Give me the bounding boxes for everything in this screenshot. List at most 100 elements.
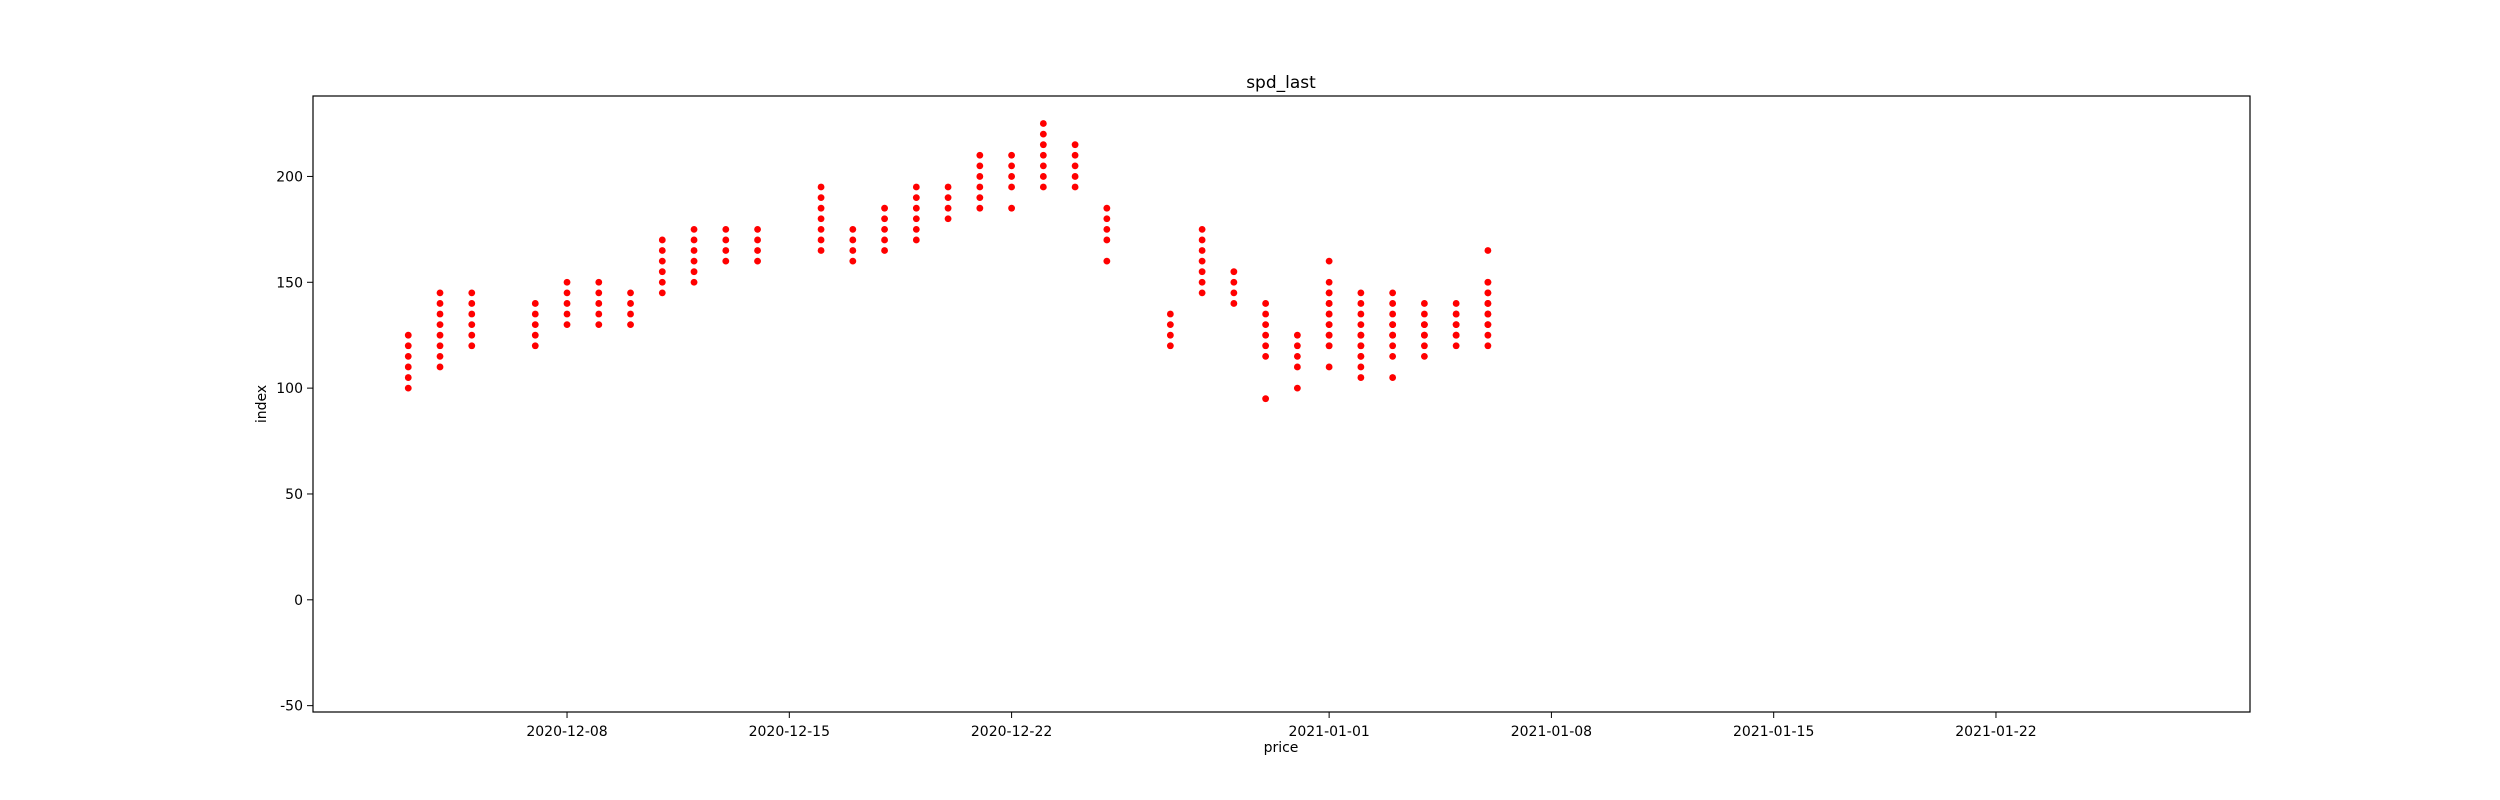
- data-point: [1198, 247, 1206, 254]
- data-point: [881, 225, 888, 233]
- data-point: [531, 321, 539, 329]
- data-point: [658, 289, 666, 297]
- x-axis-label: price: [1264, 740, 1299, 756]
- data-point: [1198, 236, 1206, 244]
- data-point: [976, 151, 984, 159]
- data-point: [1389, 310, 1397, 318]
- data-point: [1484, 278, 1492, 286]
- data-point: [1262, 321, 1270, 329]
- x-axis: 2020-12-08 2020-12-15 2020-12-22 2021-01-01…: [526, 712, 2037, 740]
- data-point: [1262, 300, 1270, 307]
- data-point: [976, 183, 984, 191]
- data-point: [1008, 151, 1015, 159]
- data-point: [1293, 331, 1301, 339]
- data-point: [1389, 374, 1397, 381]
- data-point: [1230, 278, 1238, 286]
- data-point: [563, 278, 571, 286]
- data-point: [1262, 395, 1270, 403]
- data-point: [1484, 310, 1492, 318]
- data-point: [1166, 321, 1174, 329]
- data-point: [1357, 300, 1365, 307]
- data-point: [1103, 215, 1111, 223]
- data-point: [1039, 130, 1047, 138]
- data-point: [817, 215, 825, 223]
- data-point: [1420, 300, 1428, 307]
- data-point: [849, 225, 857, 233]
- data-point: [1071, 183, 1079, 191]
- data-point: [976, 204, 984, 212]
- data-point: [468, 310, 476, 318]
- data-point: [1293, 342, 1301, 350]
- data-point: [1325, 342, 1333, 350]
- data-point: [1198, 225, 1206, 233]
- data-point: [722, 236, 730, 244]
- data-point: [690, 236, 698, 244]
- data-point: [658, 247, 666, 254]
- data-point: [1420, 321, 1428, 329]
- data-point: [912, 183, 920, 191]
- y-tick-label: 200: [276, 169, 303, 185]
- data-point: [1008, 204, 1015, 212]
- data-point: [1103, 257, 1111, 265]
- data-point: [1452, 331, 1460, 339]
- data-point: [849, 236, 857, 244]
- data-point: [1071, 141, 1079, 149]
- data-point: [563, 300, 571, 307]
- data-point: [468, 289, 476, 297]
- data-point: [1039, 183, 1047, 191]
- data-point: [1357, 363, 1365, 371]
- data-point: [468, 300, 476, 307]
- data-point: [595, 300, 603, 307]
- data-point: [1389, 331, 1397, 339]
- data-point: [912, 194, 920, 202]
- data-point: [1008, 162, 1015, 170]
- y-axis: -50 0 50 100 150 200: [276, 169, 313, 715]
- data-point: [722, 247, 730, 254]
- data-point: [595, 278, 603, 286]
- data-point: [976, 173, 984, 180]
- data-point: [436, 321, 444, 329]
- data-point: [1452, 342, 1460, 350]
- data-point: [1325, 321, 1333, 329]
- data-point: [627, 321, 634, 329]
- data-point: [436, 289, 444, 297]
- data-point: [658, 257, 666, 265]
- data-point: [1389, 342, 1397, 350]
- data-point: [944, 204, 952, 212]
- data-point: [1484, 321, 1492, 329]
- data-point: [595, 310, 603, 318]
- data-point: [754, 257, 761, 265]
- data-point: [468, 331, 476, 339]
- data-point: [1420, 310, 1428, 318]
- data-point: [627, 289, 634, 297]
- x-tick-label: 2020-12-15: [749, 724, 830, 740]
- data-point: [690, 247, 698, 254]
- x-tick-label: 2020-12-08: [526, 724, 607, 740]
- data-point: [1198, 278, 1206, 286]
- chart-title: spd_last: [1246, 73, 1316, 93]
- data-point: [436, 310, 444, 318]
- data-point: [1198, 289, 1206, 297]
- data-point: [1262, 352, 1270, 360]
- data-point: [912, 225, 920, 233]
- data-point: [1039, 173, 1047, 180]
- data-point: [1420, 342, 1428, 350]
- data-point: [849, 247, 857, 254]
- data-point: [404, 363, 412, 371]
- data-point: [1103, 236, 1111, 244]
- data-point: [1389, 321, 1397, 329]
- data-point: [1357, 331, 1365, 339]
- x-tick-label: 2020-12-22: [971, 724, 1052, 740]
- data-point: [1452, 300, 1460, 307]
- data-point: [436, 342, 444, 350]
- data-point: [1484, 342, 1492, 350]
- data-point: [817, 194, 825, 202]
- y-tick-label: 0: [294, 593, 303, 609]
- data-point: [817, 236, 825, 244]
- y-tick-label: 100: [276, 381, 303, 397]
- y-tick-label: 50: [285, 487, 303, 503]
- data-point: [690, 257, 698, 265]
- data-point: [1484, 331, 1492, 339]
- data-point: [1420, 331, 1428, 339]
- data-point: [1071, 173, 1079, 180]
